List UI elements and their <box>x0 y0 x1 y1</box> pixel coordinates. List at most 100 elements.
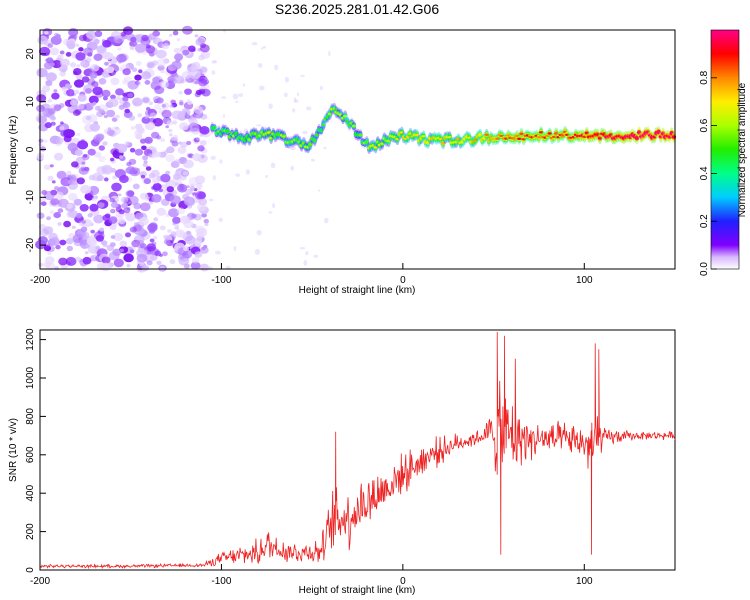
heatmap-noise-cell <box>102 141 108 146</box>
heatmap-noise-cell <box>45 80 53 87</box>
heatmap-noise-cell <box>129 45 135 51</box>
heatmap-noise-cell <box>182 159 194 169</box>
heatmap-noise-cell <box>318 189 321 192</box>
heatmap-noise-cell <box>198 88 206 95</box>
heatmap-signal-cell <box>319 129 324 132</box>
heatmap-signal-cell <box>312 139 317 142</box>
heatmap-noise-cell <box>117 67 123 72</box>
heatmap-noise-cell <box>102 96 108 101</box>
heatmap-noise-cell <box>114 114 120 119</box>
heatmap-noise-cell <box>135 133 143 140</box>
heatmap-noise-cell <box>110 77 120 86</box>
heatmap-noise-cell <box>116 53 127 63</box>
heatmap-noise-cell <box>123 207 131 214</box>
heatmap-noise-cell <box>168 128 173 133</box>
heatmap-noise-cell <box>159 80 169 89</box>
heatmap-noise-cell <box>132 97 143 107</box>
heatmap-noise-cell <box>153 151 162 158</box>
heatmap-noise-cell <box>93 214 104 224</box>
heatmap-noise-cell <box>149 222 158 230</box>
heatmap-noise-cell <box>74 149 83 156</box>
heatmap-noise-cell <box>173 47 181 54</box>
heatmap-signal-cell <box>225 130 230 133</box>
heatmap-noise-cell <box>156 58 167 67</box>
heatmap-noise-cell <box>81 76 90 83</box>
heatmap-noise-cell <box>125 190 135 198</box>
heatmap-noise-cell <box>152 60 159 66</box>
heatmap-noise-cell <box>65 237 74 245</box>
heatmap-noise-cell <box>188 176 200 186</box>
heatmap-noise-cell <box>145 44 151 49</box>
heatmap-noise-cell <box>47 175 54 181</box>
heatmap-noise-cell <box>145 166 152 171</box>
heatmap-signal-cell <box>308 143 313 146</box>
heatmap-noise-cell <box>168 33 173 37</box>
heatmap-x-tick-label: -200 <box>30 275 50 286</box>
heatmap-noise-cell <box>119 240 128 247</box>
heatmap-noise-cell <box>59 50 65 55</box>
heatmap-noise-cell <box>284 76 289 83</box>
heatmap-noise-cell <box>139 192 149 200</box>
heatmap-noise-cell <box>47 98 53 103</box>
heatmap-noise-cell <box>66 211 75 218</box>
heatmap-noise-cell <box>89 36 98 44</box>
heatmap-noise-cell <box>137 113 143 118</box>
heatmap-noise-cell <box>235 100 239 103</box>
heatmap-noise-cell <box>118 218 126 225</box>
heatmap-noise-cell <box>270 162 276 169</box>
heatmap-noise-cell <box>43 245 52 252</box>
heatmap-noise-cell <box>73 89 80 95</box>
snr-series-line <box>39 331 676 570</box>
heatmap-noise-cell <box>184 196 196 207</box>
heatmap-noise-cell <box>212 175 216 181</box>
heatmap-noise-cell <box>38 138 44 143</box>
heatmap-noise-cell <box>98 78 107 85</box>
heatmap-noise-cell <box>262 46 266 49</box>
heatmap-noise-cell <box>324 217 329 224</box>
heatmap-noise-cell <box>173 134 178 139</box>
heatmap-signal-cell <box>234 132 239 135</box>
heatmap-noise-cell <box>140 202 151 212</box>
heatmap-noise-cell <box>55 244 61 250</box>
heatmap-noise-cell <box>141 34 149 42</box>
heatmap-noise-cell <box>96 262 106 271</box>
heatmap-noise-cell <box>113 232 124 242</box>
heatmap-noise-cell <box>141 145 147 151</box>
heatmap-noise-cell <box>49 47 59 56</box>
heatmap-noise-cell <box>195 137 200 141</box>
heatmap-noise-cell <box>142 155 149 161</box>
heatmap-noise-cell <box>71 225 76 229</box>
heatmap-noise-cell <box>245 169 251 175</box>
heatmap-noise-cell <box>182 49 190 56</box>
heatmap-noise-cell <box>109 198 116 203</box>
heatmap-y-tick-label: 0 <box>25 146 36 152</box>
heatmap-noise-cell <box>187 63 196 71</box>
heatmap-noise-cell <box>163 239 171 245</box>
heatmap-noise-cell <box>138 216 149 226</box>
heatmap-noise-cell <box>106 129 115 136</box>
heatmap-noise-cell <box>172 245 183 254</box>
heatmap-noise-cell <box>197 145 205 152</box>
heatmap-x-label: Height of straight line (km) <box>299 285 416 296</box>
heatmap-noise-cell <box>169 104 174 108</box>
heatmap-noise-cell <box>134 148 144 156</box>
heatmap-noise-cell <box>121 203 128 209</box>
heatmap-noise-cell <box>258 63 263 68</box>
heatmap-noise-cell <box>167 229 172 233</box>
heatmap-noise-cell <box>53 89 58 93</box>
snr-x-label: Height of straight line (km) <box>299 585 416 596</box>
heatmap-noise-cell <box>97 202 105 209</box>
snr-y-label: SNR (10 * v/v) <box>8 418 19 482</box>
heatmap-noise-cell <box>200 44 210 53</box>
heatmap-noise-cell <box>135 212 143 219</box>
heatmap-noise-cell <box>54 154 63 161</box>
heatmap-signal-cell <box>247 138 252 141</box>
heatmap-signal-cell <box>636 131 642 134</box>
heatmap-noise-cell <box>82 256 92 265</box>
heatmap-signal-cell <box>538 131 544 134</box>
heatmap-noise-cell <box>130 36 137 43</box>
heatmap-noise-cell <box>168 208 180 218</box>
colorbar-tick-label: 0.2 <box>699 214 710 228</box>
heatmap-noise-cell <box>76 177 86 185</box>
heatmap-signal-cell <box>536 136 542 139</box>
